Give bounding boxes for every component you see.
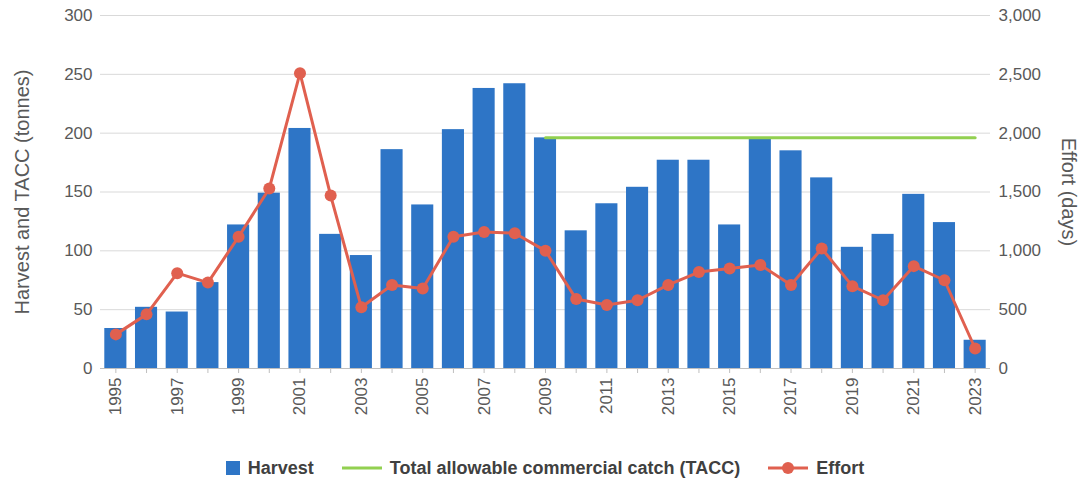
svg-text:2013: 2013: [659, 378, 678, 416]
svg-text:100: 100: [64, 241, 92, 260]
svg-text:1997: 1997: [168, 378, 187, 416]
svg-text:1,000: 1,000: [999, 241, 1042, 260]
svg-text:2011: 2011: [597, 378, 616, 415]
svg-text:1999: 1999: [229, 378, 248, 416]
html-text:Harvest and TACC (tonnes): Harvest and TACC (tonnes): [10, 69, 33, 314]
svg-text:250: 250: [64, 65, 92, 84]
svg-text:2021: 2021: [904, 378, 923, 416]
html-text:Harvest: Harvest: [247, 457, 314, 478]
svg-text:2,500: 2,500: [999, 65, 1042, 84]
svg-text:2005: 2005: [413, 378, 432, 416]
svg-text:300: 300: [64, 6, 92, 25]
html-text:Total allowable commercial cat: Total allowable commercial catch (TACC): [389, 457, 741, 478]
html-text:Effort (days): Effort (days): [1057, 137, 1080, 246]
svg-text:150: 150: [64, 182, 92, 201]
svg-text:200: 200: [64, 124, 92, 143]
svg-text:2001: 2001: [290, 378, 309, 416]
svg-text:2003: 2003: [352, 378, 371, 416]
svg-text:0: 0: [999, 359, 1008, 378]
svg-text:2009: 2009: [536, 378, 555, 416]
svg-text:1,500: 1,500: [999, 182, 1042, 201]
svg-text:2015: 2015: [720, 378, 739, 416]
svg-text:50: 50: [74, 300, 93, 319]
svg-text:2017: 2017: [781, 378, 800, 416]
svg-text:3,000: 3,000: [999, 6, 1042, 25]
svg-text:2,000: 2,000: [999, 124, 1042, 143]
svg-text:1995: 1995: [106, 378, 125, 416]
svg-text:2023: 2023: [966, 378, 985, 416]
svg-text:0: 0: [83, 359, 92, 378]
svg-text:500: 500: [999, 300, 1027, 319]
svg-text:2019: 2019: [843, 378, 862, 416]
svg-text:2007: 2007: [475, 378, 494, 416]
html-text:Effort: Effort: [816, 457, 865, 478]
